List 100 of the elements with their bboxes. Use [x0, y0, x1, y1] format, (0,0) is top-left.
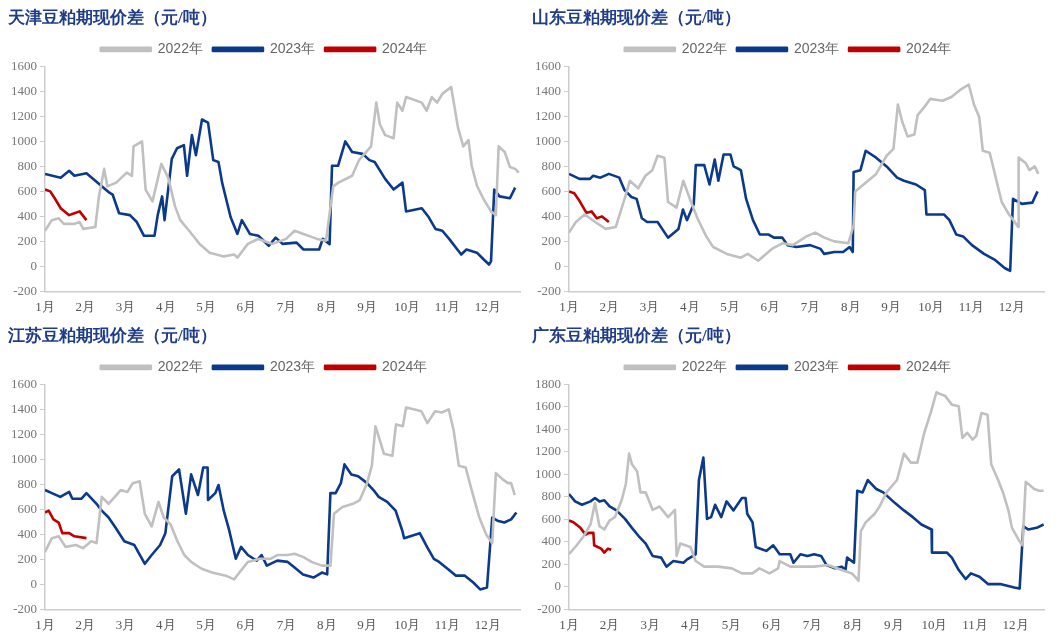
legend-label: 2024年	[906, 358, 952, 375]
y-tick-label: 1200	[535, 107, 561, 123]
x-tick-label: 8月	[317, 616, 337, 632]
chart-title: 广东豆粕期现价差（元/吨）	[531, 325, 741, 345]
y-tick-label: 200	[541, 555, 561, 571]
x-tick-label: 5月	[196, 616, 216, 632]
x-tick-label: 5月	[196, 298, 216, 314]
x-tick-label: 8月	[317, 298, 337, 314]
x-tick-label: 11月	[434, 298, 461, 314]
y-tick-label: 200	[17, 550, 37, 566]
chart-title: 天津豆粕期现价差（元/吨）	[7, 7, 217, 27]
y-tick-label: 800	[17, 157, 37, 173]
y-tick-label: -200	[13, 600, 37, 616]
y-tick-label: 1000	[535, 132, 561, 148]
legend-label: 2022年	[157, 358, 203, 375]
x-tick-label: 3月	[639, 298, 660, 314]
y-tick-label: 1400	[11, 82, 37, 98]
x-tick-label: 12月	[474, 298, 501, 314]
legend-label: 2023年	[793, 40, 840, 57]
y-tick-label: 1400	[11, 400, 37, 416]
legend-label: 2022年	[157, 40, 203, 57]
x-tick-label: 2月	[599, 298, 619, 314]
y-tick-label: 800	[541, 157, 561, 173]
x-tick-label: 7月	[802, 616, 823, 632]
y-tick-label: 0	[554, 257, 561, 273]
x-tick-label: 10月	[918, 298, 945, 314]
x-tick-label: 10月	[394, 616, 421, 632]
y-tick-label: 1400	[535, 82, 561, 98]
x-tick-label: 8月	[841, 298, 861, 314]
y-tick-label: 400	[541, 207, 561, 223]
legend-label: 2022年	[681, 358, 727, 375]
x-tick-label: 3月	[640, 616, 660, 632]
legend-label: 2023年	[269, 358, 316, 375]
y-tick-label: 1200	[11, 425, 37, 441]
y-tick-label: 1200	[11, 107, 37, 123]
y-tick-label: 1600	[11, 57, 37, 73]
x-tick-label: 11月	[962, 616, 988, 632]
chart-title: 江苏豆粕期现价差（元/吨）	[7, 325, 217, 345]
y-tick-label: 600	[17, 182, 37, 198]
legend-label: 2022年	[681, 40, 727, 57]
y-tick-label: 200	[541, 232, 561, 248]
x-tick-label: 11月	[434, 616, 461, 632]
x-tick-label: 1月	[35, 298, 55, 314]
chart-title: 山东豆粕期现价差（元/吨）	[532, 7, 741, 27]
x-tick-label: 3月	[115, 298, 136, 314]
x-tick-label: 9月	[884, 616, 904, 632]
y-tick-label: 800	[541, 488, 561, 504]
y-tick-label: 600	[541, 182, 561, 198]
y-tick-label: 0	[30, 257, 37, 273]
y-tick-label: 1000	[535, 465, 561, 481]
y-tick-label: 1200	[535, 443, 561, 459]
legend-label: 2023年	[269, 40, 316, 57]
x-tick-label: 6月	[236, 616, 257, 632]
y-tick-label: 600	[17, 500, 37, 516]
y-tick-label: 400	[541, 533, 561, 549]
y-tick-label: 1800	[535, 375, 561, 391]
x-tick-label: 11月	[958, 298, 985, 314]
x-tick-label: 3月	[115, 616, 136, 632]
x-tick-label: 6月	[760, 298, 781, 314]
y-tick-label: 1600	[11, 375, 37, 391]
x-tick-label: 4月	[681, 616, 701, 632]
x-tick-label: 4月	[680, 298, 700, 314]
x-tick-label: 5月	[720, 298, 740, 314]
legend-label: 2024年	[382, 40, 428, 57]
y-tick-label: 400	[17, 207, 37, 223]
x-tick-label: 9月	[357, 616, 377, 632]
x-tick-label: 9月	[881, 298, 901, 314]
y-tick-label: 1000	[11, 132, 37, 148]
x-tick-label: 2月	[599, 616, 620, 632]
x-tick-label: 6月	[236, 298, 257, 314]
y-tick-label: 800	[17, 475, 37, 491]
x-tick-label: 6月	[762, 616, 782, 632]
x-tick-label: 7月	[276, 616, 297, 632]
y-tick-label: 0	[30, 575, 37, 591]
x-tick-label: 9月	[357, 298, 377, 314]
x-tick-label: 2月	[75, 616, 95, 632]
x-tick-label: 10月	[394, 298, 421, 314]
x-tick-label: 4月	[156, 616, 176, 632]
y-tick-label: 1400	[535, 420, 561, 436]
x-tick-label: 7月	[800, 298, 821, 314]
y-tick-label: 1000	[11, 450, 37, 466]
x-tick-label: 12月	[1002, 616, 1029, 632]
x-tick-label: 12月	[474, 616, 501, 632]
y-tick-label: 200	[17, 232, 37, 248]
legend-label: 2023年	[793, 358, 840, 375]
legend-label: 2024年	[382, 358, 428, 375]
x-tick-label: 10月	[921, 616, 948, 632]
legend-label: 2024年	[906, 40, 952, 57]
y-tick-label: 0	[554, 578, 561, 594]
y-tick-label: -200	[537, 282, 561, 298]
x-tick-label: 1月	[559, 616, 579, 632]
x-tick-label: 2月	[75, 298, 95, 314]
x-tick-label: 7月	[276, 298, 297, 314]
x-tick-label: 8月	[843, 616, 863, 632]
y-tick-label: 400	[17, 525, 37, 541]
y-tick-label: -200	[537, 600, 561, 616]
y-tick-label: 1600	[535, 398, 561, 414]
x-tick-label: 1月	[35, 616, 55, 632]
x-tick-label: 5月	[721, 616, 742, 632]
y-tick-label: 600	[541, 510, 561, 526]
